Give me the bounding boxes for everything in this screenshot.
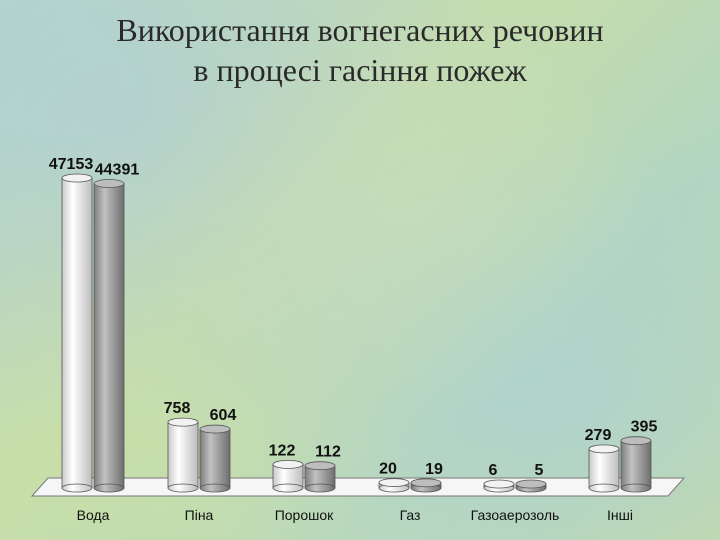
data-label-series2-2: 112 — [315, 444, 341, 461]
data-label-series2-5: 395 — [631, 419, 658, 436]
bar-series2-0 — [93, 179, 125, 493]
bar-series1-1 — [167, 417, 199, 493]
title-line-1: Використання вогнегасних речовин — [116, 12, 604, 48]
category-label-5: Інші — [607, 507, 633, 523]
data-label-series1-3: 20 — [379, 461, 397, 478]
bar-series2-3 — [410, 478, 442, 493]
category-label-2: Порошок — [275, 507, 334, 523]
category-label-1: Піна — [185, 507, 214, 523]
category-label-3: Газ — [400, 507, 421, 523]
bar-series2-4 — [515, 479, 547, 493]
title-line-2: в процесі гасіння пожеж — [193, 52, 527, 88]
data-label-series1-4: 6 — [489, 462, 498, 479]
data-label-series1-1: 758 — [164, 400, 191, 417]
data-label-series2-3: 19 — [425, 461, 443, 478]
bar-series1-5 — [588, 444, 620, 493]
bar-series2-5 — [620, 436, 652, 493]
chart-title: Використання вогнегасних речовин в проце… — [0, 10, 720, 90]
bar-series1-4 — [483, 479, 515, 493]
data-label-series1-5: 279 — [585, 427, 612, 444]
data-label-series1-2: 122 — [269, 442, 296, 459]
bar-series2-1 — [199, 424, 231, 493]
data-label-series2-0: 44391 — [95, 162, 140, 179]
category-label-0: Вода — [77, 507, 110, 523]
chart-floor — [30, 477, 686, 497]
bar-series1-0 — [61, 173, 93, 493]
bar-series1-2 — [272, 460, 304, 493]
category-label-4: Газоаерозоль — [471, 507, 560, 523]
bar-series1-3 — [378, 478, 410, 493]
data-label-series2-4: 5 — [535, 462, 544, 479]
bar-series2-2 — [304, 461, 336, 493]
data-label-series1-0: 47153 — [49, 156, 94, 173]
data-label-series2-1: 604 — [210, 407, 237, 424]
